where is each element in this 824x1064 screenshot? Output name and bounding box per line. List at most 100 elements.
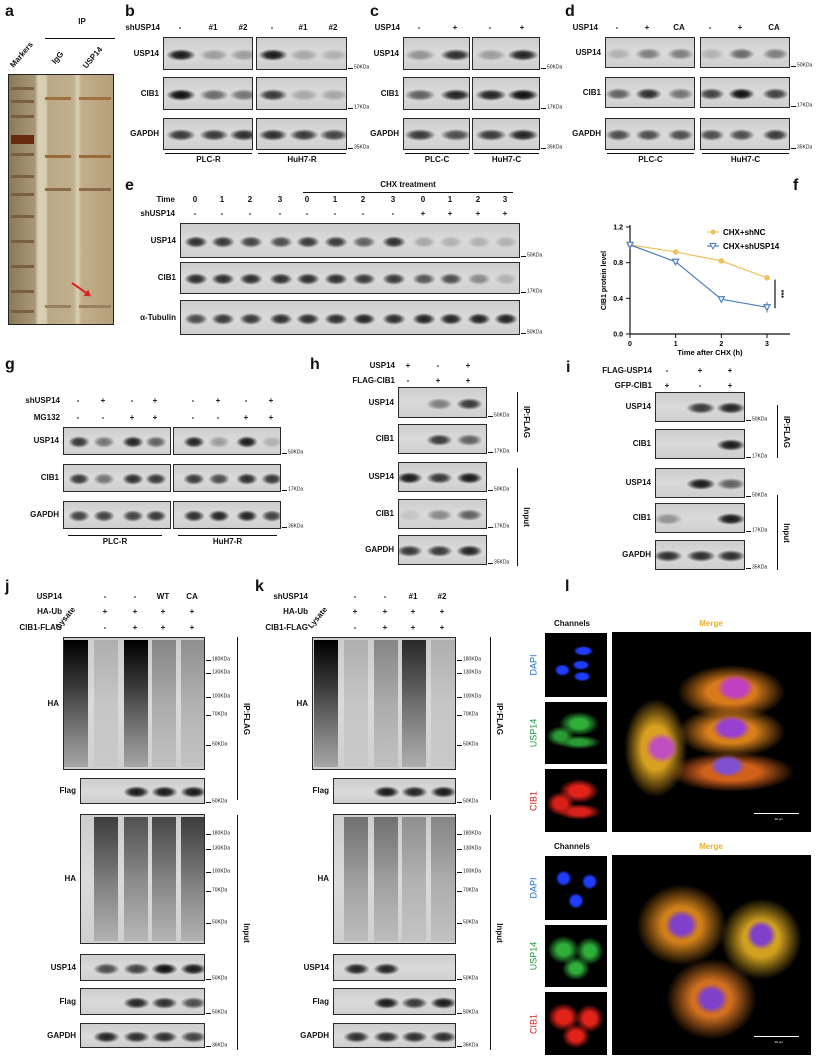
sample-band [79,305,111,308]
molecular-weight-marker: 35KDa [354,144,370,151]
marker-tick [206,834,211,835]
molecular-weight-marker: 50KDa [212,798,228,805]
condition-value: #1 [408,592,418,601]
condition-value: - [248,209,252,218]
band [351,235,377,248]
data-point [671,258,680,267]
condition-value: + [268,396,274,405]
band [183,312,209,325]
silver-stained-gel [8,74,114,325]
band [716,478,744,490]
smear-lane [314,640,338,767]
band [258,48,288,61]
condition-value: - [353,623,357,632]
marker-band [11,153,34,156]
blot-tubulin [180,300,520,335]
condition-label: shUSP14 [140,209,175,218]
molecular-weight-marker: 17KDa [752,453,768,460]
band [399,509,423,521]
blot-usp14 [163,37,253,70]
series-line-0 [629,244,768,279]
blot-cib1 [655,503,745,533]
marker-tick [457,1046,462,1047]
band [351,312,377,325]
panel-label-d: d [565,3,575,20]
channels-title: Channels [553,842,591,851]
molecular-weight-marker: 17KDa [288,486,304,493]
smear-lane [431,640,455,767]
band [121,510,145,522]
blot-flag [80,988,205,1015]
band [121,436,145,448]
legend-label: CHX+shUSP14 [723,242,780,251]
panel-label-i: i [566,359,571,376]
band [351,273,377,285]
condition-value: + [160,607,166,616]
band [455,434,483,446]
band [701,87,725,100]
channel-image-usp14 [545,702,607,764]
condition-value: - [133,592,137,601]
band [122,786,150,798]
marker-tick [457,872,462,873]
band [166,88,196,101]
band [258,88,288,101]
band [289,48,319,61]
channels-title: Channels [553,619,591,628]
marker-tick [457,979,462,980]
molecular-weight-marker: 180KDa [212,656,231,663]
molecular-weight-marker: 100KDa [212,868,231,875]
band [686,478,716,490]
condition-label: GFP-CIB1 [614,381,652,390]
band [199,129,229,141]
condition-value: + [268,413,274,422]
band [656,550,683,562]
band [372,786,400,798]
blot-usp14 [256,37,347,70]
marker-tick [746,457,751,458]
band [727,47,755,60]
condition-label: shUSP14 [25,396,60,405]
band [372,996,400,1009]
band [606,47,632,60]
band [199,88,229,101]
band [425,397,453,410]
band [342,962,370,975]
band [466,273,492,285]
band [179,1030,204,1043]
condition-value: 2 [475,195,481,204]
band [411,273,437,285]
condition-value: + [410,607,416,616]
condition-value: + [420,209,426,218]
band [455,545,483,557]
band [179,962,204,975]
merge-title: Merge [699,619,723,628]
band [150,786,178,798]
band [493,273,519,285]
blot-usp14 [333,954,456,981]
condition-value: - [244,396,248,405]
condition-value: #1 [298,23,308,32]
band [686,402,716,414]
condition-label: MG132 [33,413,60,422]
marker-tick [521,292,526,293]
band [634,47,662,60]
cell-line-label: PLC-C [424,155,450,164]
marker-tick [348,148,353,149]
data-point [625,241,635,250]
blot-cib1 [173,464,281,492]
band [319,48,346,61]
blot-cib1 [700,77,790,108]
band [258,129,288,141]
band [455,509,483,521]
molecular-weight-marker: 180KDa [463,656,482,663]
band [493,235,519,248]
band [455,472,483,484]
bracket-line [777,495,778,570]
smear-lane [374,817,398,941]
panel-label-h: h [310,356,320,373]
condition-value: - [406,376,410,385]
band [235,436,259,448]
band [425,472,453,484]
blot-cib1 [256,77,347,110]
